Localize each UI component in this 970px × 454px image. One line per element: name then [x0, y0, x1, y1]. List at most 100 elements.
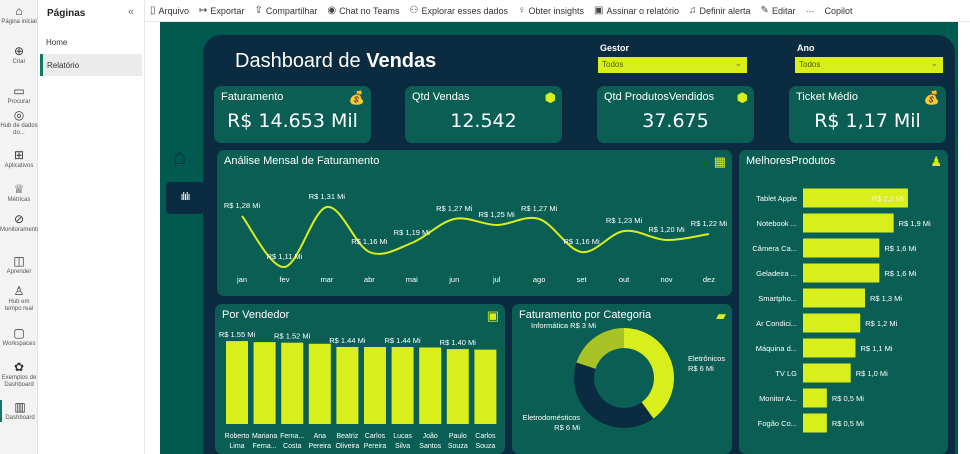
toolbar-button[interactable]: ···: [805, 6, 814, 16]
toolbar-button[interactable]: ✎ Editar: [761, 5, 796, 16]
slice-label: Eletrodomésticos: [522, 413, 580, 422]
ano-filter-value: Todos: [799, 60, 821, 69]
data-label: R$ 1,25 Mi: [479, 210, 516, 219]
page-relatorio[interactable]: Relatório: [40, 54, 142, 76]
toolbar-button[interactable]: ▣ Assinar o relatório: [594, 5, 679, 16]
toolbar-button[interactable]: ◉ Chat no Teams: [327, 5, 399, 16]
bar: [803, 413, 827, 433]
hub-icon: ◎: [13, 108, 25, 122]
report-icon: ▥: [14, 400, 26, 414]
kpi-ticket-medio: Ticket Médio 💰 R$ 1,17 Mil: [789, 86, 946, 143]
rail-item[interactable]: ♙ Hub em tempo real: [0, 284, 38, 313]
data-label: R$ 1,6 Mi: [884, 244, 916, 253]
box-icon: ⬢: [736, 90, 748, 105]
data-label: R$ 1,0 Mi: [856, 369, 888, 378]
toolbar-button[interactable]: ▯ Arquivo: [150, 5, 189, 16]
rail-item[interactable]: ◫ Aprender: [0, 254, 38, 276]
home-nav-icon[interactable]: ⌂: [173, 144, 187, 169]
data-label: R$ 1,16 Mi: [351, 237, 388, 246]
y-tick-label: Câmera Ca...: [752, 244, 797, 253]
x-tick-label: nov: [660, 275, 672, 284]
slice-label: Informática R$ 3 Mi: [531, 321, 596, 330]
bar: [803, 188, 908, 208]
x-tick-label: jun: [448, 275, 459, 284]
dashboard-examples-icon: ✿: [13, 360, 25, 374]
data-label: R$ 1,22 Mi: [691, 219, 728, 228]
rail-item[interactable]: ⊕ Criar: [0, 44, 38, 66]
gestor-filter-dropdown[interactable]: Todos ⌄: [598, 57, 747, 73]
x-tick-label: Carlos: [365, 433, 386, 440]
collapse-pages-icon[interactable]: «: [128, 6, 135, 18]
apps-icon: ⊞: [13, 148, 25, 162]
y-tick-label: Notebook ...: [757, 219, 797, 228]
x-tick-label: Costa: [283, 443, 301, 450]
toolbar-button[interactable]: ⚇ Explorar esses dados: [409, 5, 508, 16]
x-tick-label: Ana: [314, 433, 327, 440]
x-tick-label: Paulo: [449, 433, 467, 440]
rail-item[interactable]: ⊘ Monitoramento: [0, 212, 40, 234]
y-tick-label: Smartpho...: [758, 294, 797, 303]
x-tick-label: mar: [320, 275, 333, 284]
toolbar-button[interactable]: Copilot: [824, 6, 852, 16]
data-label: R$ 1,2 Mi: [865, 319, 897, 328]
money-icon: 💰: [348, 90, 365, 105]
rail-item[interactable]: ⌂ Página inicial: [0, 4, 38, 26]
ano-filter-label: Ano: [797, 43, 815, 53]
chart-title: Por Vendedor: [222, 309, 290, 321]
kpi-faturamento: Faturamento 💰 R$ 14.653 Mil: [214, 86, 371, 143]
toolbar-label: Exportar: [210, 5, 245, 16]
monitor-icon: ⊘: [13, 212, 25, 226]
pages-title: Páginas: [47, 8, 86, 19]
rail-item-label: Procurar: [7, 99, 31, 105]
x-tick-label: jan: [236, 275, 247, 284]
x-tick-label: ago: [533, 275, 546, 284]
rail-item[interactable]: ▥ Dashboard: [0, 400, 38, 422]
toolbar-label: Obter insights: [528, 5, 585, 16]
toolbar-button[interactable]: ♫ Definir alerta: [689, 5, 751, 16]
data-label: R$ 1,27 Mi: [521, 204, 558, 213]
ano-filter-dropdown[interactable]: Todos ⌄: [795, 57, 943, 73]
toolbar-icon: ▯: [150, 5, 156, 16]
toolbar-icon: ♀: [517, 5, 526, 16]
rail-item[interactable]: ♕ Métricas: [0, 182, 38, 204]
rail-item-label: Hub em tempo real: [4, 299, 34, 312]
data-label: R$ 1,19 Mi: [394, 228, 431, 237]
toolbar-button[interactable]: ♀ Obter insights: [518, 5, 584, 16]
rail-item[interactable]: ✿ Exemplos de Dashboard: [0, 360, 38, 389]
rail-item[interactable]: ⊞ Aplicativos: [0, 148, 38, 170]
data-label: R$ 1,6 Mi: [884, 269, 916, 278]
data-label: R$ 1.44 Mi: [329, 336, 366, 345]
toolbar-button[interactable]: ⇪ Compartilhar: [254, 5, 317, 16]
rail-item-label: Criar: [12, 59, 26, 65]
x-tick-label: Beatriz: [337, 433, 359, 440]
rail-item[interactable]: ▭ Procurar: [0, 84, 38, 106]
data-label: R$ 2,2 Mi: [872, 194, 904, 203]
bar: [446, 349, 469, 424]
rail-item[interactable]: ◎ Hub de dados do...: [0, 108, 38, 137]
toolbar-icon: ✎: [760, 5, 769, 16]
gestor-filter-value: Todos: [602, 60, 624, 69]
donut-slice: [576, 328, 624, 369]
plus-icon: ⊕: [13, 44, 25, 58]
data-label: R$ 1,3 Mi: [870, 294, 902, 303]
page-home[interactable]: Home: [46, 38, 68, 47]
toolbar-icon: ↦: [199, 5, 208, 16]
report-nav-icon[interactable]: ılılı: [166, 182, 204, 214]
slice-value: R$ 6 Mi: [554, 423, 580, 432]
x-tick-label: Pereira: [364, 443, 387, 450]
chart-title: Faturamento por Categoria: [519, 309, 652, 321]
bar: [803, 213, 894, 233]
y-tick-label: TV LG: [775, 369, 797, 378]
toolbar-button[interactable]: ↦ Exportar: [199, 5, 244, 16]
rail-item[interactable]: ▢ Workspaces: [0, 326, 38, 348]
kpi-title: Qtd ProdutosVendidos: [604, 91, 715, 103]
home-icon: ⌂: [15, 4, 23, 18]
toolbar-label: Copilot: [824, 5, 853, 16]
slice-label: Eletrônicos: [688, 354, 725, 363]
data-label: R$ 1,27 Mi: [436, 204, 473, 213]
data-label: R$ 1,11 Mi: [267, 252, 303, 261]
seller-icon: ▣: [486, 308, 499, 323]
kpi-qtd-vendas: Qtd Vendas ⬢ 12.542: [405, 86, 562, 143]
donut-slice: [574, 362, 654, 428]
chevron-down-icon: ⌄: [734, 58, 742, 68]
